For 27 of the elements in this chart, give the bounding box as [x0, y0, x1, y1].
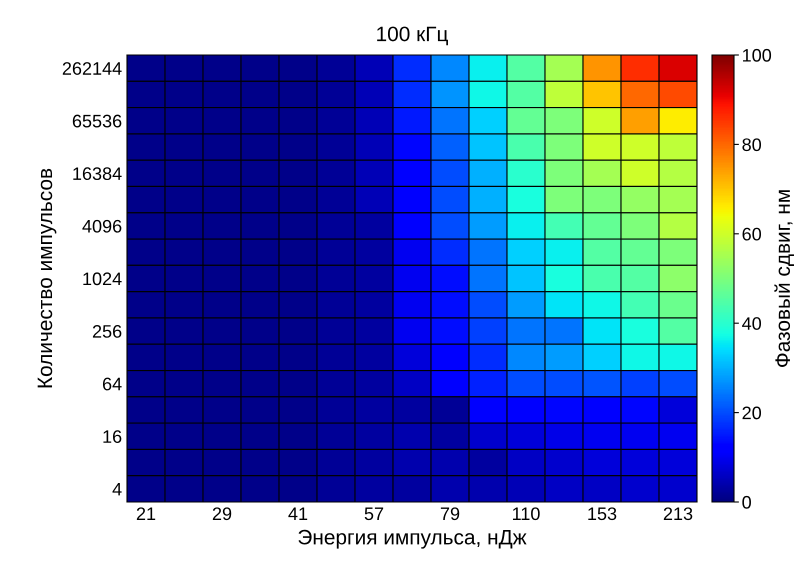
- y-tick-label: 256: [92, 325, 122, 338]
- color-bar-label: 60: [742, 228, 762, 241]
- y-tick-label: 65536: [72, 114, 122, 128]
- color-bar-label: 40: [742, 317, 762, 330]
- x-tick-label: 110: [512, 507, 540, 520]
- color-bar-label: 0: [742, 496, 751, 509]
- y-tick-label: 16384: [73, 167, 122, 180]
- y-tick-label: 1024: [83, 272, 122, 286]
- x-axis-title: Энергия импульса, нДж: [298, 530, 527, 549]
- y-tick-label: 4: [112, 482, 122, 496]
- color-bar-title: Фазовый сдвиг, нм: [774, 190, 794, 367]
- chart-title: 100 кГц: [377, 26, 448, 46]
- y-tick-label: 262144: [62, 62, 122, 75]
- x-tick-label: 79: [440, 507, 460, 520]
- color-bar-label: 20: [742, 406, 762, 420]
- x-tick-label: 41: [288, 508, 308, 520]
- y-tick-label: 16: [103, 430, 122, 443]
- x-tick-label: 57: [364, 508, 384, 520]
- x-tick-label: 153: [588, 507, 616, 520]
- y-tick-label: 4096: [82, 220, 122, 233]
- x-tick-label: 21: [136, 507, 156, 520]
- color-bar-label: 80: [742, 138, 762, 152]
- x-tick-label: 29: [212, 507, 232, 520]
- color-bar-label: 100: [743, 48, 772, 62]
- y-tick-label: 64: [102, 378, 122, 390]
- x-tick-label: 213: [664, 507, 692, 520]
- y-axis-title: Количество импульсов: [38, 168, 56, 388]
